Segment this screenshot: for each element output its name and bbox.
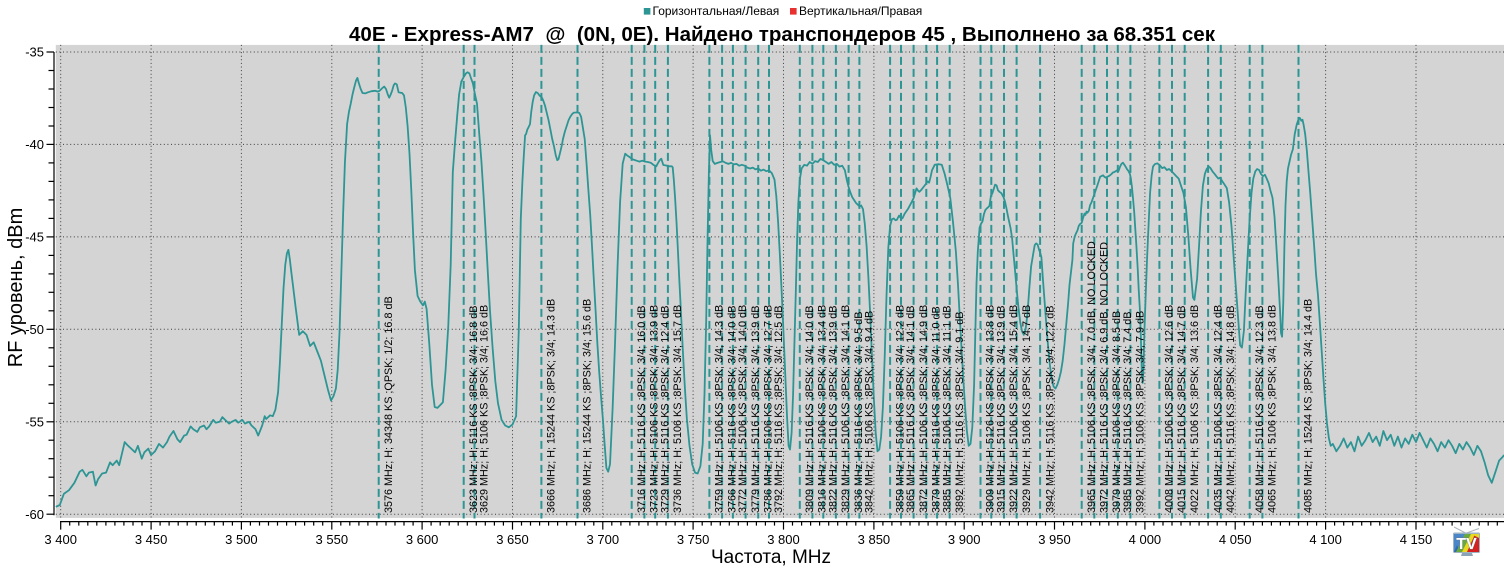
- svg-text:3915 MHz; H; 5116 KS ;8PSK; 3/: 3915 MHz; H; 5116 KS ;8PSK; 3/4; 13.9 dB: [996, 306, 1008, 513]
- svg-text:Вертикальная/Правая: Вертикальная/Правая: [799, 4, 922, 18]
- svg-text:3 700: 3 700: [587, 532, 620, 547]
- svg-text:3909 MHz; H; 5126 KS ;8PSK; 3/: 3909 MHz; H; 5126 KS ;8PSK; 3/4; 13.8 dB: [985, 305, 997, 513]
- svg-text:-40: -40: [25, 137, 44, 152]
- svg-text:3 900: 3 900: [948, 532, 981, 547]
- svg-text:-35: -35: [25, 45, 44, 60]
- svg-text:-50: -50: [25, 322, 44, 337]
- svg-text:3786 MHz; H; 5106 KS ;8PSK; 3/: 3786 MHz; H; 5106 KS ;8PSK; 3/4; 12.7 dB: [762, 305, 774, 513]
- svg-text:4042 MHz; H; 5116 KS ;8PSK; 3/: 4042 MHz; H; 5116 KS ;8PSK; 3/4; 14.8 dB: [1225, 306, 1237, 513]
- svg-text:3859 MHz; H; 5106 KS ;8PSK; 3/: 3859 MHz; H; 5106 KS ;8PSK; 3/4; 12.2 dB: [894, 305, 906, 513]
- svg-text:3772 MHz; H; 5106 KS ;8PSK; 3/: 3772 MHz; H; 5106 KS ;8PSK; 3/4; 14.0 dB: [737, 305, 749, 513]
- svg-text:3666 MHz; H; 15244 KS ;8PSK; 3: 3666 MHz; H; 15244 KS ;8PSK; 3/4; 14.3 d…: [546, 299, 558, 513]
- svg-text:4058 MHz; H; 5116 KS ;8PSK; 3/: 4058 MHz; H; 5116 KS ;8PSK; 3/4; 12.3 dB: [1254, 306, 1266, 513]
- svg-text:3 750: 3 750: [677, 532, 710, 547]
- svg-text:TV: TV: [1456, 536, 1477, 553]
- svg-text:3792 MHz; H; 5116 KS ;8PSK; 3/: 3792 MHz; H; 5116 KS ;8PSK; 3/4; 12.5 dB: [773, 306, 785, 513]
- svg-text:3892 MHz; H; 5116 KS ;8PSK; 3/: 3892 MHz; H; 5116 KS ;8PSK; 3/4; 9.1 dB: [954, 312, 966, 513]
- svg-text:4008 MHz; H; 5106 KS ;8PSK; 3/: 4008 MHz; H; 5106 KS ;8PSK; 3/4; 12.6 dB: [1164, 305, 1176, 513]
- svg-text:3736 MHz; H; 5106 KS ;8PSK; 3/: 3736 MHz; H; 5106 KS ;8PSK; 3/4; 15.7 dB: [672, 305, 684, 513]
- svg-text:3809 MHz; H; 5116 KS ;8PSK; 3/: 3809 MHz; H; 5116 KS ;8PSK; 3/4; 14.0 dB: [804, 306, 816, 513]
- svg-text:3 950: 3 950: [1038, 532, 1071, 547]
- svg-text:3965 MHz; H; 5106 KS ;8PSK; 3/: 3965 MHz; H; 5106 KS ;8PSK; 3/4; 7.0 dB,…: [1086, 241, 1098, 513]
- svg-text:3 650: 3 650: [496, 532, 529, 547]
- svg-text:3 600: 3 600: [406, 532, 439, 547]
- svg-text:3829 MHz; H; 5106 KS ;8PSK; 3/: 3829 MHz; H; 5106 KS ;8PSK; 3/4; 14.1 dB: [840, 305, 852, 513]
- svg-text:3 800: 3 800: [767, 532, 800, 547]
- svg-text:4035 MHz; H; 5106 KS ;8PSK; 3/: 4035 MHz; H; 5106 KS ;8PSK; 3/4; 12.4 dB: [1212, 305, 1224, 513]
- svg-text:3766 MHz; H; 5116 KS ;8PSK; 3/: 3766 MHz; H; 5116 KS ;8PSK; 3/4; 14.0 dB: [726, 306, 738, 513]
- svg-text:4 050: 4 050: [1219, 532, 1252, 547]
- svg-text:3716 MHz; H; 5116 KS ;8PSK; 3/: 3716 MHz; H; 5116 KS ;8PSK; 3/4; 16.0 dB: [636, 306, 648, 513]
- svg-text:3972 MHz; H; 5116 KS ;8PSK; 3/: 3972 MHz; H; 5116 KS ;8PSK; 3/4; 6.9 dB,…: [1099, 242, 1111, 513]
- svg-text:3 400: 3 400: [44, 532, 77, 547]
- svg-text:3872 MHz; H; 5106 KS ;8PSK; 3/: 3872 MHz; H; 5106 KS ;8PSK; 3/4; 14.9 dB: [918, 305, 930, 513]
- svg-text:3992 MHz; H; 5106 KS ;8PSK; 3/: 3992 MHz; H; 5106 KS ;8PSK; 3/4; 7.9 dB: [1135, 311, 1147, 513]
- svg-text:3 500: 3 500: [225, 532, 258, 547]
- svg-text:3885 MHz; H; 5106 KS ;8PSK; 3/: 3885 MHz; H; 5106 KS ;8PSK; 3/4; 11.1 dB: [941, 306, 953, 513]
- svg-text:3686 MHz; H; 15244 KS ;8PSK; 3: 3686 MHz; H; 15244 KS ;8PSK; 3/4; 15.6 d…: [582, 299, 594, 513]
- svg-text:3842 MHz; H; 5106 KS ;8PSK; 3/: 3842 MHz; H; 5106 KS ;8PSK; 3/4; 9.4 dB: [864, 311, 876, 513]
- svg-text:4 100: 4 100: [1309, 532, 1342, 547]
- svg-text:3 550: 3 550: [316, 532, 349, 547]
- svg-text:3985 MHz; H; 5116 KS ;8PSK; 3/: 3985 MHz; H; 5116 KS ;8PSK; 3/4; 7.4 dB: [1122, 312, 1134, 513]
- svg-text:4065 MHz; H; 5106 KS ;8PSK; 3/: 4065 MHz; H; 5106 KS ;8PSK; 3/4; 13.8 dB: [1267, 305, 1279, 513]
- svg-text:3759 MHz; H; 5106 KS ;8PSK; 3/: 3759 MHz; H; 5106 KS ;8PSK; 3/4; 14.3 dB: [714, 305, 726, 513]
- svg-text:3 850: 3 850: [858, 532, 891, 547]
- svg-text:3816 MHz; H; 5106 KS ;8PSK; 3/: 3816 MHz; H; 5106 KS ;8PSK; 3/4; 13.4 dB: [817, 305, 829, 513]
- svg-text:-60: -60: [25, 507, 44, 522]
- svg-text:40E - Express-AM7 @ (0N, 0E): 40E - Express-AM7 @ (0N, 0E). Найдено тр…: [349, 24, 1216, 46]
- svg-text:3629 MHz; H; 5106 KS ;8PSK; 3/: 3629 MHz; H; 5106 KS ;8PSK; 3/4; 16.6 dB: [479, 305, 491, 513]
- svg-text:3822 MHz; H; 5116 KS ;8PSK; 3/: 3822 MHz; H; 5116 KS ;8PSK; 3/4; 13.9 dB: [828, 306, 840, 513]
- svg-text:RF уровень, dBm: RF уровень, dBm: [5, 208, 27, 367]
- svg-text:3576 MHz; H; 34348 KS ;QPSK; 1: 3576 MHz; H; 34348 KS ;QPSK; 1/2; 16.8 d…: [383, 296, 395, 513]
- svg-text:-55: -55: [25, 414, 44, 429]
- svg-text:3942 MHz; H; 5116 KS ;8PSK; 3/: 3942 MHz; H; 5116 KS ;8PSK; 3/4; 12.2 dB: [1044, 306, 1056, 513]
- svg-text:3723 MHz; H; 5106 KS ;8PSK; 3/: 3723 MHz; H; 5106 KS ;8PSK; 3/4; 13.9 dB: [649, 305, 661, 513]
- svg-text:3779 MHz; H; 5116 KS ;8PSK; 3/: 3779 MHz; H; 5116 KS ;8PSK; 3/4; 13.9 dB: [750, 306, 762, 513]
- svg-text:3623 MHz; H; 5116 KS ;8PSK; 3/: 3623 MHz; H; 5116 KS ;8PSK; 3/4; 16.8 dB: [468, 306, 480, 513]
- svg-text:3836 MHz; H; 5116 KS ;8PSK; 3/: 3836 MHz; H; 5116 KS ;8PSK; 3/4; 9.5 dB: [853, 312, 865, 513]
- svg-text:3979 MHz; H; 5106 KS ;8PSK; 3/: 3979 MHz; H; 5106 KS ;8PSK; 3/4; 8.5 dB: [1111, 311, 1123, 513]
- svg-text:4 000: 4 000: [1129, 532, 1162, 547]
- svg-text:4085 MHz; H; 15244 KS ;8PSK; 3: 4085 MHz; H; 15244 KS ;8PSK; 3/4; 14.4 d…: [1303, 299, 1315, 513]
- svg-text:3729 MHz; H; 5116 KS ;8PSK; 3/: 3729 MHz; H; 5116 KS ;8PSK; 3/4; 12.4 dB: [659, 306, 671, 513]
- svg-text:4015 MHz; H; 5116 KS ;8PSK; 3/: 4015 MHz; H; 5116 KS ;8PSK; 3/4; 14.7 dB: [1176, 306, 1188, 513]
- svg-text:Горизонтальная/Левая: Горизонтальная/Левая: [653, 4, 780, 18]
- svg-text:3879 MHz; H; 5116 KS ;8PSK; 3/: 3879 MHz; H; 5116 KS ;8PSK; 3/4; 11.0 dB: [931, 306, 943, 513]
- svg-text:3865 MHz; H; 5116 KS ;8PSK; 3/: 3865 MHz; H; 5116 KS ;8PSK; 3/4; 14.1 dB: [905, 306, 917, 513]
- svg-text:3922 MHz; H; 5106 KS ;8PSK; 3/: 3922 MHz; H; 5106 KS ;8PSK; 3/4; 15.4 dB: [1008, 305, 1020, 513]
- svg-text:Частота, MHz: Частота, MHz: [711, 547, 831, 567]
- svg-text:3 450: 3 450: [135, 532, 168, 547]
- svg-text:3929 MHz; H; 5106 KS ;8PSK; 3/: 3929 MHz; H; 5106 KS ;8PSK; 3/4; 14.7 dB: [1021, 305, 1033, 513]
- svg-text:4022 MHz; H; 5106 KS ;8PSK; 3/: 4022 MHz; H; 5106 KS ;8PSK; 3/4; 13.6 dB: [1189, 305, 1201, 513]
- svg-text:4 150: 4 150: [1400, 532, 1433, 547]
- svg-text:-45: -45: [25, 230, 44, 245]
